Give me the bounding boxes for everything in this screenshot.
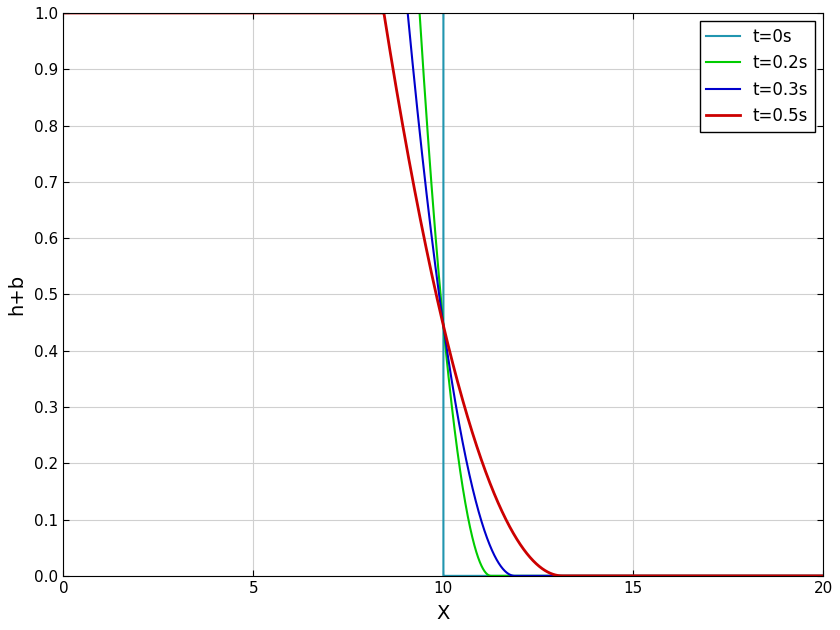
t=0.2s <box>58 9 68 17</box>
t=0.2s <box>818 572 828 580</box>
t=0s <box>485 572 495 580</box>
t=0.3s <box>818 572 828 580</box>
t=0s <box>231 9 241 17</box>
t=0.2s <box>778 572 788 580</box>
t=0.5s <box>62 9 72 17</box>
Y-axis label: h+b: h+b <box>7 274 26 315</box>
t=0.3s <box>430 259 440 266</box>
t=0.3s <box>207 9 218 17</box>
t=0.3s <box>58 9 68 17</box>
t=0.2s <box>62 9 72 17</box>
t=0.2s <box>90 9 100 17</box>
t=0.5s <box>104 9 114 17</box>
t=0.5s <box>58 9 68 17</box>
Line: t=0.5s: t=0.5s <box>63 13 823 576</box>
t=0.5s <box>558 572 568 580</box>
t=0.3s <box>778 572 788 580</box>
t=0.3s <box>510 572 520 580</box>
t=0.3s <box>104 9 114 17</box>
Legend: t=0s, t=0.2s, t=0.3s, t=0.5s: t=0s, t=0.2s, t=0.3s, t=0.5s <box>700 21 815 132</box>
t=0.5s <box>90 9 100 17</box>
t=0.5s <box>207 9 218 17</box>
t=0.3s <box>90 9 100 17</box>
Line: t=0s: t=0s <box>63 13 823 576</box>
t=0s <box>58 9 68 17</box>
t=0.3s <box>62 9 72 17</box>
t=0.2s <box>430 225 440 232</box>
t=0s <box>818 572 828 580</box>
t=0.2s <box>207 9 218 17</box>
t=0.5s <box>430 285 440 292</box>
t=0s <box>513 572 523 580</box>
t=0.2s <box>104 9 114 17</box>
t=0.5s <box>778 572 788 580</box>
t=0s <box>656 572 666 580</box>
t=0.2s <box>486 572 496 580</box>
t=0s <box>367 9 377 17</box>
t=0.5s <box>818 572 828 580</box>
Line: t=0.3s: t=0.3s <box>63 13 823 576</box>
t=0s <box>438 572 449 580</box>
t=0s <box>444 572 454 580</box>
Line: t=0.2s: t=0.2s <box>63 13 823 576</box>
X-axis label: X: X <box>437 604 450 623</box>
